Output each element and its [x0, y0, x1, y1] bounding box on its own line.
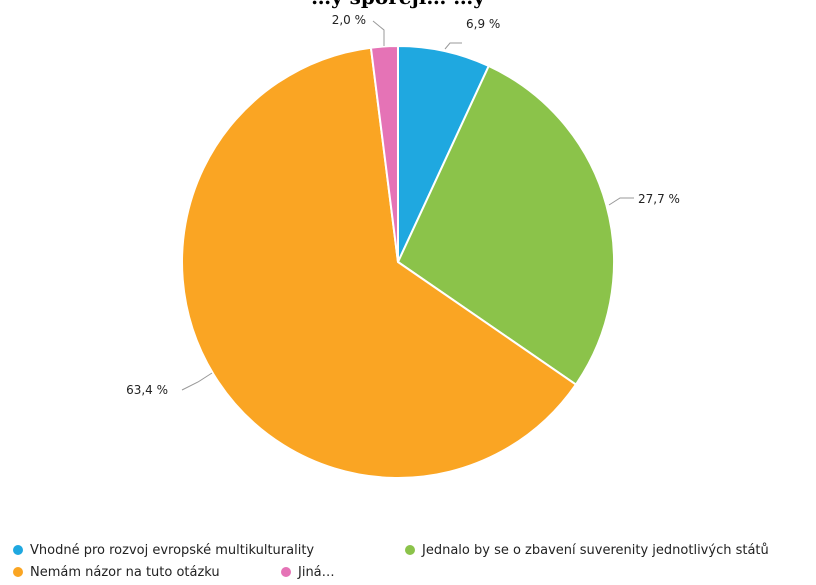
leader-line [608, 197, 634, 206]
pie-slice-nemam-nazor-na-tuto-otazku[interactable] [181, 46, 578, 479]
data-label: 27,7 % [638, 192, 680, 206]
legend-marker [13, 545, 23, 555]
leader-line [444, 42, 462, 50]
data-label: 63,4 % [126, 383, 168, 397]
data-labels: 6,9 % 27,7 % 63,4 % 2,0 % [126, 13, 680, 397]
legend: Vhodné pro rozvoj evropské multikultural… [13, 543, 769, 580]
leader-line [372, 20, 385, 46]
legend-marker [405, 545, 415, 555]
pie-slice-jednalo-by-se-o-zbaveni-suverenity-jednotlivych-statu[interactable] [396, 64, 615, 386]
legend-label: Jiná… [297, 565, 335, 580]
legend-item-nemam-nazor-na-tuto-otazku[interactable]: Nemám názor na tuto otázku [13, 565, 220, 580]
legend-marker [281, 567, 291, 577]
chart-title: …y sporejí… …y [311, 0, 486, 9]
legend-label: Vhodné pro rozvoj evropské multikultural… [30, 543, 314, 558]
data-label: 6,9 % [466, 17, 500, 31]
legend-item-jednalo-by-se-o-zbaveni-suverenity-jednotlivych-statu[interactable]: Jednalo by se o zbavení suverenity jedno… [405, 543, 769, 558]
legend-item-jina[interactable]: Jiná… [281, 565, 335, 580]
pie-slices [181, 44, 615, 479]
data-label-leaders [181, 20, 634, 391]
pie-slice-jina[interactable] [369, 44, 399, 263]
legend-marker [13, 567, 23, 577]
data-label: 2,0 % [332, 13, 366, 27]
leader-line [181, 372, 213, 391]
legend-item-vhodne-pro-rozvoj-evropske-multikulturality[interactable]: Vhodné pro rozvoj evropské multikultural… [13, 543, 314, 558]
legend-label: Nemám názor na tuto otázku [30, 565, 220, 580]
legend-label: Jednalo by se o zbavení suverenity jedno… [421, 543, 769, 558]
